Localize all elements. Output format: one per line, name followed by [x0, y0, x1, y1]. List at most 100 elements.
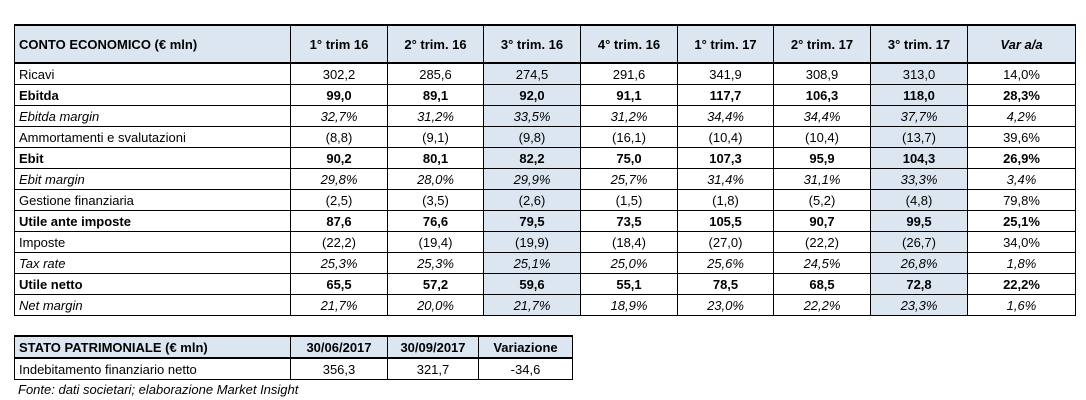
row-label: Ebit	[14, 147, 291, 169]
row-label: Ebitda	[14, 84, 291, 106]
value-cell: 321,7	[387, 357, 479, 380]
value-cell: 33,5%	[483, 105, 581, 127]
value-cell: (2,5)	[290, 189, 388, 211]
header-cell: 30/09/2017	[387, 335, 479, 359]
value-cell: 39,6%	[967, 126, 1076, 148]
value-cell: 23,0%	[677, 294, 774, 316]
header-row: CONTO ECONOMICO (€ mln) 1° trim 16 2° trim…	[14, 24, 1076, 64]
header-cell: 30/06/2017	[290, 335, 388, 359]
table-row: Ebit 90,2 80,1 82,2 75,0 107,3 95,9 104,3 26,9%	[14, 147, 1076, 169]
header-cell: 2° trim. 16	[387, 24, 484, 64]
value-cell: 90,2	[290, 147, 388, 169]
value-cell: (19,9)	[483, 231, 581, 253]
value-cell: 91,1	[580, 84, 678, 106]
value-cell: 65,5	[290, 273, 388, 295]
value-cell: 90,7	[773, 210, 871, 232]
row-label: Gestione finanziaria	[14, 189, 291, 211]
value-cell: 28,3%	[967, 84, 1076, 106]
value-cell: 34,4%	[773, 105, 871, 127]
value-cell: (10,4)	[677, 126, 774, 148]
value-cell: 21,7%	[483, 294, 581, 316]
value-cell: 105,5	[677, 210, 774, 232]
header-cell: 1° trim. 17	[677, 24, 774, 64]
value-cell: 1,8%	[967, 252, 1076, 274]
row-label: Ebitda margin	[14, 105, 291, 127]
value-cell: -34,6	[478, 357, 573, 380]
value-cell: 37,7%	[870, 105, 968, 127]
income-table: CONTO ECONOMICO (€ mln) 1° trim 16 2° trim…	[14, 24, 1076, 316]
value-cell: 22,2%	[967, 273, 1076, 295]
value-cell: 76,6	[387, 210, 484, 232]
row-label: Tax rate	[14, 252, 291, 274]
value-cell: (3,5)	[387, 189, 484, 211]
row-label: Imposte	[14, 231, 291, 253]
value-cell: 25,6%	[677, 252, 774, 274]
value-cell: 89,1	[387, 84, 484, 106]
value-cell: 274,5	[483, 62, 581, 85]
value-cell: (9,8)	[483, 126, 581, 148]
value-cell: 79,8%	[967, 189, 1076, 211]
value-cell: 117,7	[677, 84, 774, 106]
value-cell: (27,0)	[677, 231, 774, 253]
header-cell: 3° trim. 17	[870, 24, 968, 64]
value-cell: 1,6%	[967, 294, 1076, 316]
value-cell: (1,5)	[580, 189, 678, 211]
footnote: Fonte: dati societari; elaborazione Mark…	[18, 382, 299, 397]
row-label: Indebitamento finanziario netto	[14, 357, 291, 380]
table-row: Gestione finanziaria (2,5) (3,5) (2,6) (1,5)…	[14, 189, 1076, 211]
value-cell: 104,3	[870, 147, 968, 169]
table-row: Utile ante imposte 87,6 76,6 79,5 73,5 105,5 9…	[14, 210, 1076, 232]
value-cell: (18,4)	[580, 231, 678, 253]
header-row: STATO PATRIMONIALE (€ mln) 30/06/2017 30/0…	[14, 335, 573, 359]
table-row: Ebitda margin 32,7% 31,2% 33,5% 31,2% 34,4% 34…	[14, 105, 1076, 127]
value-cell: 22,2%	[773, 294, 871, 316]
row-label: Ricavi	[14, 62, 291, 85]
value-cell: 82,2	[483, 147, 581, 169]
table-row: Imposte (22,2) (19,4) (19,9) (18,4) (27,0) (22…	[14, 231, 1076, 253]
value-cell: 3,4%	[967, 168, 1076, 190]
value-cell: 25,0%	[580, 252, 678, 274]
value-cell: (4,8)	[870, 189, 968, 211]
value-cell: 26,9%	[967, 147, 1076, 169]
value-cell: 23,3%	[870, 294, 968, 316]
value-cell: 34,0%	[967, 231, 1076, 253]
value-cell: 33,3%	[870, 168, 968, 190]
value-cell: 285,6	[387, 62, 484, 85]
value-cell: (19,4)	[387, 231, 484, 253]
value-cell: 291,6	[580, 62, 678, 85]
value-cell: 24,5%	[773, 252, 871, 274]
value-cell: 99,0	[290, 84, 388, 106]
value-cell: 57,2	[387, 273, 484, 295]
value-cell: 107,3	[677, 147, 774, 169]
value-cell: 14,0%	[967, 62, 1076, 85]
value-cell: 55,1	[580, 273, 678, 295]
value-cell: 87,6	[290, 210, 388, 232]
table-row: Utile netto 65,5 57,2 59,6 55,1 78,5 68,5 72,8 2…	[14, 273, 1076, 295]
table-row: Ebit margin 29,8% 28,0% 29,9% 25,7% 31,4% 31,1…	[14, 168, 1076, 190]
header-cell: Var a/a	[967, 24, 1076, 64]
value-cell: (5,2)	[773, 189, 871, 211]
value-cell: 302,2	[290, 62, 388, 85]
value-cell: 75,0	[580, 147, 678, 169]
table-row: Tax rate 25,3% 25,3% 25,1% 25,0% 25,6% 24,5% 26…	[14, 252, 1076, 274]
table-row: Net margin 21,7% 20,0% 21,7% 18,9% 23,0% 22,2%…	[14, 294, 1076, 316]
value-cell: 68,5	[773, 273, 871, 295]
value-cell: 95,9	[773, 147, 871, 169]
value-cell: (1,8)	[677, 189, 774, 211]
value-cell: 31,4%	[677, 168, 774, 190]
value-cell: 313,0	[870, 62, 968, 85]
value-cell: (13,7)	[870, 126, 968, 148]
header-cell: 1° trim 16	[290, 24, 388, 64]
value-cell: (26,7)	[870, 231, 968, 253]
value-cell: 20,0%	[387, 294, 484, 316]
value-cell: 118,0	[870, 84, 968, 106]
header-cell: 4° trim. 16	[580, 24, 678, 64]
value-cell: 4,2%	[967, 105, 1076, 127]
header-cell: 2° trim. 17	[773, 24, 871, 64]
value-cell: 26,8%	[870, 252, 968, 274]
value-cell: 341,9	[677, 62, 774, 85]
value-cell: 21,7%	[290, 294, 388, 316]
table-row: Ammortamenti e svalutazioni (8,8) (9,1) (9,…	[14, 126, 1076, 148]
value-cell: 99,5	[870, 210, 968, 232]
value-cell: 31,1%	[773, 168, 871, 190]
